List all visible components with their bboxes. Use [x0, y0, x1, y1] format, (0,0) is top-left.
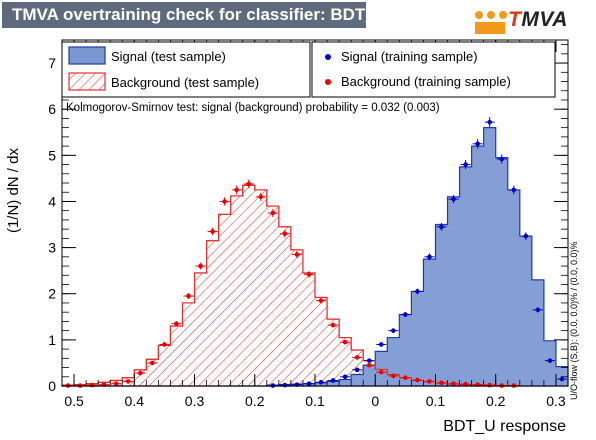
signal-train-point [439, 224, 444, 230]
background-train-point [439, 380, 444, 386]
y-tick-label: 0 [48, 378, 56, 394]
signal-train-point [487, 119, 492, 125]
background-train-point [342, 339, 348, 345]
background-train-point [330, 322, 336, 328]
background-train-point [162, 342, 167, 347]
signal-train-point [391, 328, 396, 333]
y-tick-label: 7 [48, 55, 56, 71]
signal-train-point [475, 141, 480, 147]
signal-train-point [523, 233, 529, 239]
tmva-logo-t: T [508, 8, 522, 31]
signal-train-point [403, 312, 408, 317]
x-tick-label: 0.2 [486, 393, 506, 409]
legend-signal-train-marker [325, 54, 331, 60]
background-train-point [113, 381, 119, 386]
background-train-point [403, 375, 408, 380]
background-train-point [234, 187, 239, 193]
x-tick-label: 0.5 [64, 393, 84, 409]
y-tick-label: 5 [48, 147, 56, 163]
ks-test-annotation: Kolmogorov-Smirnov test: signal (backgro… [66, 102, 440, 114]
background-train-point [125, 379, 131, 384]
background-train-point [186, 293, 191, 299]
background-train-point [174, 321, 179, 327]
tmva-logo-icon [475, 11, 507, 34]
x-tick-label: 0.1 [426, 393, 446, 409]
background-train-point [318, 298, 324, 303]
background-train-point [294, 252, 300, 257]
y-axis-label: (1/N) dN / dx [5, 148, 22, 234]
signal-train-point [415, 289, 420, 294]
y-tick-label: 3 [48, 240, 56, 256]
signal-train-point [306, 381, 312, 386]
x-tick-label: 0.3 [546, 393, 566, 409]
chart-title: TMVA overtraining check for classifier: … [2, 2, 387, 28]
background-train-point [463, 381, 468, 387]
background-train-point [378, 369, 384, 375]
signal-train-point [378, 342, 384, 347]
x-tick-label: 0.3 [185, 393, 205, 409]
signal-train-point [547, 358, 553, 363]
background-train-point [89, 382, 95, 388]
y-tick-label: 4 [48, 193, 56, 209]
legend-signal-test-label: Signal (test sample) [111, 49, 226, 64]
legend-background-test-swatch [68, 72, 106, 91]
signal-train-point [318, 380, 324, 385]
background-train-point [487, 382, 492, 388]
signal-train-point [451, 196, 456, 202]
legend-background-test-label: Background (test sample) [111, 75, 259, 90]
background-train-point [246, 181, 252, 187]
tmva-logo [470, 6, 590, 38]
x-tick-label: 0 [371, 393, 379, 409]
background-train-point [282, 231, 288, 237]
background-train-point [150, 360, 155, 366]
background-train-point [198, 263, 203, 269]
signal-train-point [511, 187, 517, 193]
signal-train-point [342, 374, 348, 380]
signal-train-point [427, 254, 432, 260]
overflow-annotation: U/O-flow (S,B): (0.0, 0.0)% / (0.0, 0.0)… [569, 241, 579, 400]
y-tick-label: 1 [48, 332, 56, 348]
background-train-point [451, 381, 456, 386]
legend-signal-test-swatch [68, 46, 106, 65]
background-train-point [391, 373, 396, 379]
legend-background-train-marker [325, 79, 331, 85]
signal-train-point [282, 382, 288, 388]
signal-train-point [559, 376, 565, 382]
tmva-logo-rest: MVA [521, 8, 568, 31]
signal-train-point [330, 378, 336, 383]
background-train-point [258, 194, 264, 200]
background-train-point [354, 355, 360, 360]
legend-training-box [311, 41, 556, 98]
background-train-point [427, 379, 432, 384]
signal-train-point [354, 367, 360, 373]
background-train-point [270, 210, 276, 216]
signal-train-point [535, 307, 541, 313]
y-tick-label: 6 [48, 101, 56, 117]
x-tick-label: 0.1 [305, 393, 325, 409]
x-tick-label: 0.4 [125, 393, 145, 409]
background-train-point [222, 199, 227, 204]
x-axis-label: BDT_U response [443, 418, 566, 435]
legend-background-train-label: Background (training sample) [341, 74, 511, 89]
signal-train-point [499, 156, 505, 162]
background-train-point [210, 229, 215, 234]
background-train-point [415, 377, 420, 383]
x-tick-label: 0.2 [245, 393, 265, 409]
background-train-point [138, 370, 143, 376]
signal-train-point [463, 162, 468, 167]
background-train-point [366, 362, 372, 368]
y-tick-label: 2 [48, 286, 56, 302]
tmva-logo-text: TMVA [508, 8, 568, 32]
legend-signal-train-label: Signal (training sample) [341, 49, 478, 64]
background-train-point [306, 272, 312, 277]
signal-train-point [366, 358, 372, 363]
